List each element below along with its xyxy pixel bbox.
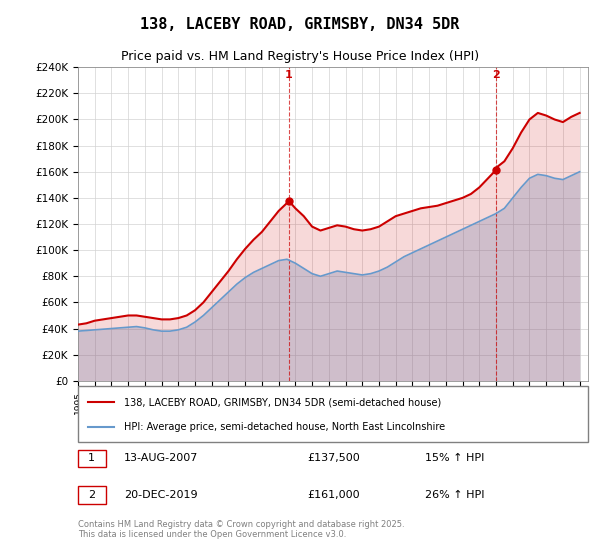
- Text: 15% ↑ HPI: 15% ↑ HPI: [425, 454, 484, 464]
- Text: 13-AUG-2007: 13-AUG-2007: [124, 454, 198, 464]
- Text: 1: 1: [88, 454, 95, 464]
- FancyBboxPatch shape: [78, 486, 106, 503]
- Text: 2: 2: [88, 490, 95, 500]
- FancyBboxPatch shape: [78, 450, 106, 467]
- Text: Contains HM Land Registry data © Crown copyright and database right 2025.
This d: Contains HM Land Registry data © Crown c…: [78, 520, 404, 539]
- Text: £137,500: £137,500: [308, 454, 360, 464]
- Text: 138, LACEBY ROAD, GRIMSBY, DN34 5DR (semi-detached house): 138, LACEBY ROAD, GRIMSBY, DN34 5DR (sem…: [124, 397, 441, 407]
- Text: 2: 2: [491, 70, 499, 80]
- Text: 138, LACEBY ROAD, GRIMSBY, DN34 5DR: 138, LACEBY ROAD, GRIMSBY, DN34 5DR: [140, 17, 460, 32]
- Text: 1: 1: [285, 70, 293, 80]
- Text: £161,000: £161,000: [308, 490, 360, 500]
- Text: Price paid vs. HM Land Registry's House Price Index (HPI): Price paid vs. HM Land Registry's House …: [121, 50, 479, 63]
- Text: HPI: Average price, semi-detached house, North East Lincolnshire: HPI: Average price, semi-detached house,…: [124, 422, 445, 432]
- Text: 26% ↑ HPI: 26% ↑ HPI: [425, 490, 484, 500]
- FancyBboxPatch shape: [78, 386, 588, 442]
- Text: 20-DEC-2019: 20-DEC-2019: [124, 490, 197, 500]
